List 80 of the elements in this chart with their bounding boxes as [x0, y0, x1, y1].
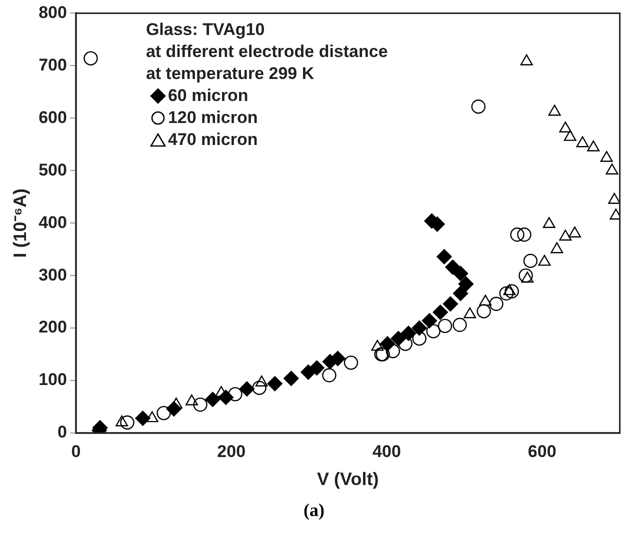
point [156, 406, 171, 420]
point [542, 217, 556, 228]
point [520, 54, 533, 66]
point [550, 242, 564, 254]
point [432, 304, 448, 320]
point [518, 268, 533, 283]
point [422, 313, 438, 328]
legend-label: 120 micron [168, 107, 258, 130]
point [412, 331, 426, 346]
point [309, 360, 324, 376]
y-tick-label: 300 [38, 265, 67, 284]
point [504, 284, 519, 298]
point [458, 276, 474, 292]
point [344, 356, 358, 370]
y-tick-label: 0 [57, 422, 67, 442]
point [426, 324, 440, 338]
point [600, 150, 613, 162]
point [576, 136, 589, 148]
point [330, 350, 346, 366]
x-tick-label: 600 [528, 442, 556, 461]
point [452, 318, 467, 332]
point [390, 330, 406, 346]
point [499, 286, 514, 301]
point [322, 368, 336, 382]
point [386, 344, 400, 358]
point [464, 307, 476, 318]
point [239, 381, 254, 397]
point [548, 104, 561, 116]
point [559, 122, 572, 132]
point [438, 318, 452, 334]
point [479, 294, 492, 306]
point [205, 392, 220, 408]
y-tick-label: 600 [38, 108, 67, 127]
point [193, 398, 208, 412]
point [284, 370, 299, 386]
point [228, 387, 242, 402]
point [608, 192, 620, 204]
point [400, 326, 416, 341]
y-axis-title: I (10⁻⁶A) [10, 188, 30, 258]
point [476, 304, 491, 318]
point [452, 286, 468, 302]
y-tick-label: 200 [38, 318, 67, 337]
legend-label: 60 micron [168, 85, 248, 108]
point [398, 336, 412, 351]
point [564, 130, 576, 141]
point [606, 164, 618, 174]
point [412, 320, 427, 336]
point [442, 296, 458, 312]
y-tick-label: 800 [38, 2, 67, 22]
point [252, 380, 266, 395]
point [120, 415, 134, 430]
point [559, 230, 572, 241]
point [503, 284, 516, 296]
y-tick-label: 500 [38, 160, 67, 180]
x-axis-title: V (Volt) [317, 469, 379, 490]
point [489, 296, 504, 312]
text: (a) [302, 500, 326, 521]
x-tick-label: 0 [71, 442, 81, 461]
point [517, 228, 532, 242]
point [452, 266, 468, 282]
y-tick-label: 700 [38, 55, 67, 74]
point [568, 226, 581, 238]
point [218, 390, 234, 405]
x-tick-label: 200 [217, 442, 246, 461]
point [523, 254, 538, 268]
point [267, 376, 282, 392]
point [135, 410, 150, 426]
point [436, 249, 452, 264]
point [587, 140, 600, 152]
y-tick-label: 100 [38, 370, 67, 390]
point [380, 336, 396, 352]
point [510, 228, 524, 242]
point [538, 254, 551, 266]
point [166, 401, 182, 416]
legend-label: 470 micron [168, 129, 258, 152]
legend-title: Glass: TVAg10 at different electrode distance at temperature 299 K [146, 19, 388, 86]
y-tick-label: 400 [38, 212, 67, 232]
x-tick-label: 400 [372, 442, 401, 461]
point [445, 260, 460, 275]
point [521, 272, 534, 283]
